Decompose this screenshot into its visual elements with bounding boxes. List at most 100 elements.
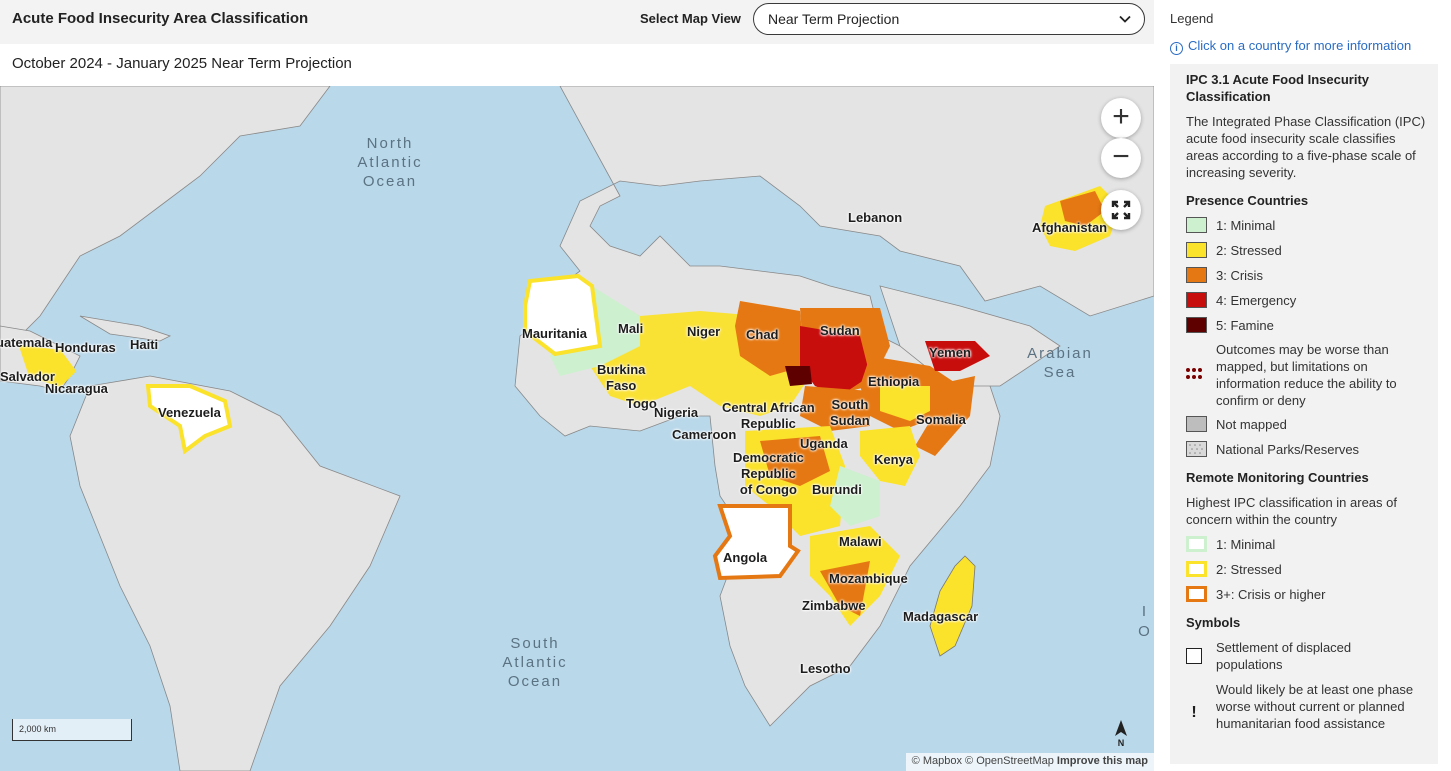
- mapbox-credit-link[interactable]: © Mapbox: [911, 755, 962, 767]
- limited-info-dots-icon: [1186, 368, 1202, 379]
- presence-swatch: [1186, 267, 1207, 283]
- country-label[interactable]: South Sudan: [830, 397, 870, 428]
- country-label[interactable]: Chad: [746, 327, 779, 342]
- north-label: N: [1118, 738, 1125, 748]
- country-label[interactable]: Madagascar: [903, 609, 979, 624]
- map-canvas[interactable]: North Atlantic Ocean Arabian Sea South A…: [0, 86, 1154, 771]
- country-label[interactable]: Central African Republic: [722, 400, 815, 431]
- minus-icon: −: [1112, 140, 1130, 173]
- header-bar: Acute Food Insecurity Area Classificatio…: [0, 0, 1154, 44]
- legend-content: IPC 3.1 Acute Food Insecurity Classifica…: [1170, 64, 1438, 764]
- assistance-label: Would likely be at least one phase worse…: [1216, 682, 1414, 731]
- country-label[interactable]: Afghanistan: [1032, 220, 1108, 235]
- country-label[interactable]: Democratic Republic of Congo: [733, 450, 804, 497]
- country-label[interactable]: uatemala: [0, 335, 53, 350]
- land-south-america: [69, 375, 401, 771]
- country-label[interactable]: Cameroon: [672, 427, 737, 442]
- country-label[interactable]: Malawi: [839, 534, 882, 549]
- map-view-select[interactable]: Near Term Projection: [753, 3, 1145, 35]
- country-label[interactable]: Burundi: [812, 482, 862, 497]
- ipc-crisis-chad: [735, 301, 805, 376]
- legend-title: Legend: [1170, 11, 1214, 26]
- page-title: Acute Food Insecurity Area Classificatio…: [12, 10, 309, 27]
- presence-label: 5: Famine: [1216, 318, 1274, 333]
- remote-label: 3+: Crisis or higher: [1216, 587, 1326, 602]
- ipc-afghanistan-crisis: [1060, 191, 1105, 226]
- ocean-label-north-atlantic: North Atlantic Ocean: [357, 135, 423, 190]
- country-label[interactable]: Lebanon: [848, 210, 903, 225]
- ipc-stressed-ethiopia: [880, 386, 940, 421]
- scale-bar-label: 2,000 km: [19, 724, 57, 734]
- map-period-subtitle: October 2024 - January 2025 Near Term Pr…: [12, 55, 352, 72]
- ocean-label-arabian-sea: Arabian Sea: [1027, 345, 1093, 381]
- presence-label: 4: Emergency: [1216, 293, 1297, 308]
- country-label[interactable]: Venezuela: [158, 405, 221, 420]
- country-label[interactable]: Yemen: [929, 345, 971, 360]
- land-caribbean: [79, 315, 172, 342]
- ocean-label-indian: I O: [1138, 603, 1152, 640]
- parks-label: National Parks/Reserves: [1216, 442, 1360, 457]
- country-label[interactable]: Honduras: [55, 340, 116, 355]
- country-info-link[interactable]: i Click on a country for more information: [1170, 38, 1411, 55]
- zoom-out-button[interactable]: −: [1101, 138, 1141, 178]
- zoom-in-button[interactable]: +: [1101, 98, 1141, 138]
- ipc-crisis-drc: [760, 436, 830, 486]
- legend-panel: Legend i Click on a country for more info…: [1154, 0, 1451, 771]
- country-label[interactable]: Sudan: [820, 323, 860, 338]
- remote-heading: Remote Monitoring Countries: [1186, 470, 1369, 485]
- country-label[interactable]: Burkina Faso: [597, 362, 646, 393]
- map-attribution: © Mapbox © OpenStreetMap Improve this ma…: [905, 753, 1154, 771]
- plus-icon: +: [1112, 100, 1130, 133]
- subtitle-bar: October 2024 - January 2025 Near Term Pr…: [0, 44, 1154, 86]
- not-mapped-swatch: [1186, 416, 1207, 432]
- info-icon: i: [1170, 42, 1183, 55]
- map-view-label: Select Map View: [640, 11, 741, 26]
- assistance-exclamation-icon: !: [1191, 704, 1197, 721]
- country-label[interactable]: Somalia: [916, 412, 966, 427]
- ipc-description: The Integrated Phase Classification (IPC…: [1186, 114, 1426, 180]
- country-label[interactable]: Haiti: [130, 337, 159, 352]
- presence-swatch: [1186, 217, 1207, 233]
- parks-swatch: [1186, 441, 1207, 457]
- remote-label: 2: Stressed: [1216, 562, 1282, 577]
- remote-swatch: [1186, 536, 1207, 552]
- ipc-emergency-sudan: [800, 326, 870, 396]
- country-label[interactable]: Mozambique: [829, 571, 908, 586]
- country-label[interactable]: Togo: [626, 396, 657, 411]
- country-label[interactable]: Mauritania: [522, 326, 588, 341]
- presence-label: 3: Crisis: [1216, 268, 1263, 283]
- country-info-text: Click on a country for more information: [1188, 38, 1412, 53]
- ipc-emergency-yemen: [925, 341, 990, 371]
- presence-label: 2: Stressed: [1216, 243, 1282, 258]
- country-label[interactable]: Angola: [723, 550, 768, 565]
- osm-credit-link[interactable]: © OpenStreetMap: [965, 755, 1054, 767]
- fullscreen-button[interactable]: [1101, 190, 1141, 230]
- country-label[interactable]: Nicaragua: [45, 381, 108, 396]
- symbols-heading: Symbols: [1186, 615, 1241, 630]
- country-label[interactable]: Salvador: [0, 369, 55, 384]
- settlement-square-icon: [1186, 648, 1202, 664]
- ipc-famine-darfur: [785, 366, 812, 386]
- remote-central-america: [18, 344, 77, 388]
- settlement-label: Settlement of displaced populations: [1216, 640, 1352, 672]
- land-north-america: [0, 86, 331, 342]
- country-label[interactable]: Niger: [687, 324, 721, 339]
- land-madagascar: [929, 555, 976, 657]
- country-label[interactable]: Ethiopia: [868, 374, 920, 389]
- country-label[interactable]: Zimbabwe: [802, 598, 866, 613]
- presence-heading: Presence Countries: [1186, 193, 1309, 208]
- country-label[interactable]: Uganda: [800, 436, 848, 451]
- country-label[interactable]: Nigeria: [654, 405, 699, 420]
- chevron-down-icon: [1119, 15, 1131, 23]
- land-arabia: [879, 285, 1061, 387]
- not-mapped-label: Not mapped: [1216, 417, 1287, 432]
- improve-map-link[interactable]: Improve this map: [1056, 755, 1148, 767]
- ipc-crisis-somalia: [915, 376, 975, 456]
- remote-venezuela: [145, 384, 233, 455]
- limited-info-text: Outcomes may be worse than mapped, but l…: [1216, 342, 1397, 408]
- country-label[interactable]: Mali: [618, 321, 644, 336]
- country-label[interactable]: Kenya: [874, 452, 914, 467]
- remote-label: 1: Minimal: [1216, 537, 1276, 552]
- country-label[interactable]: Lesotho: [800, 661, 851, 676]
